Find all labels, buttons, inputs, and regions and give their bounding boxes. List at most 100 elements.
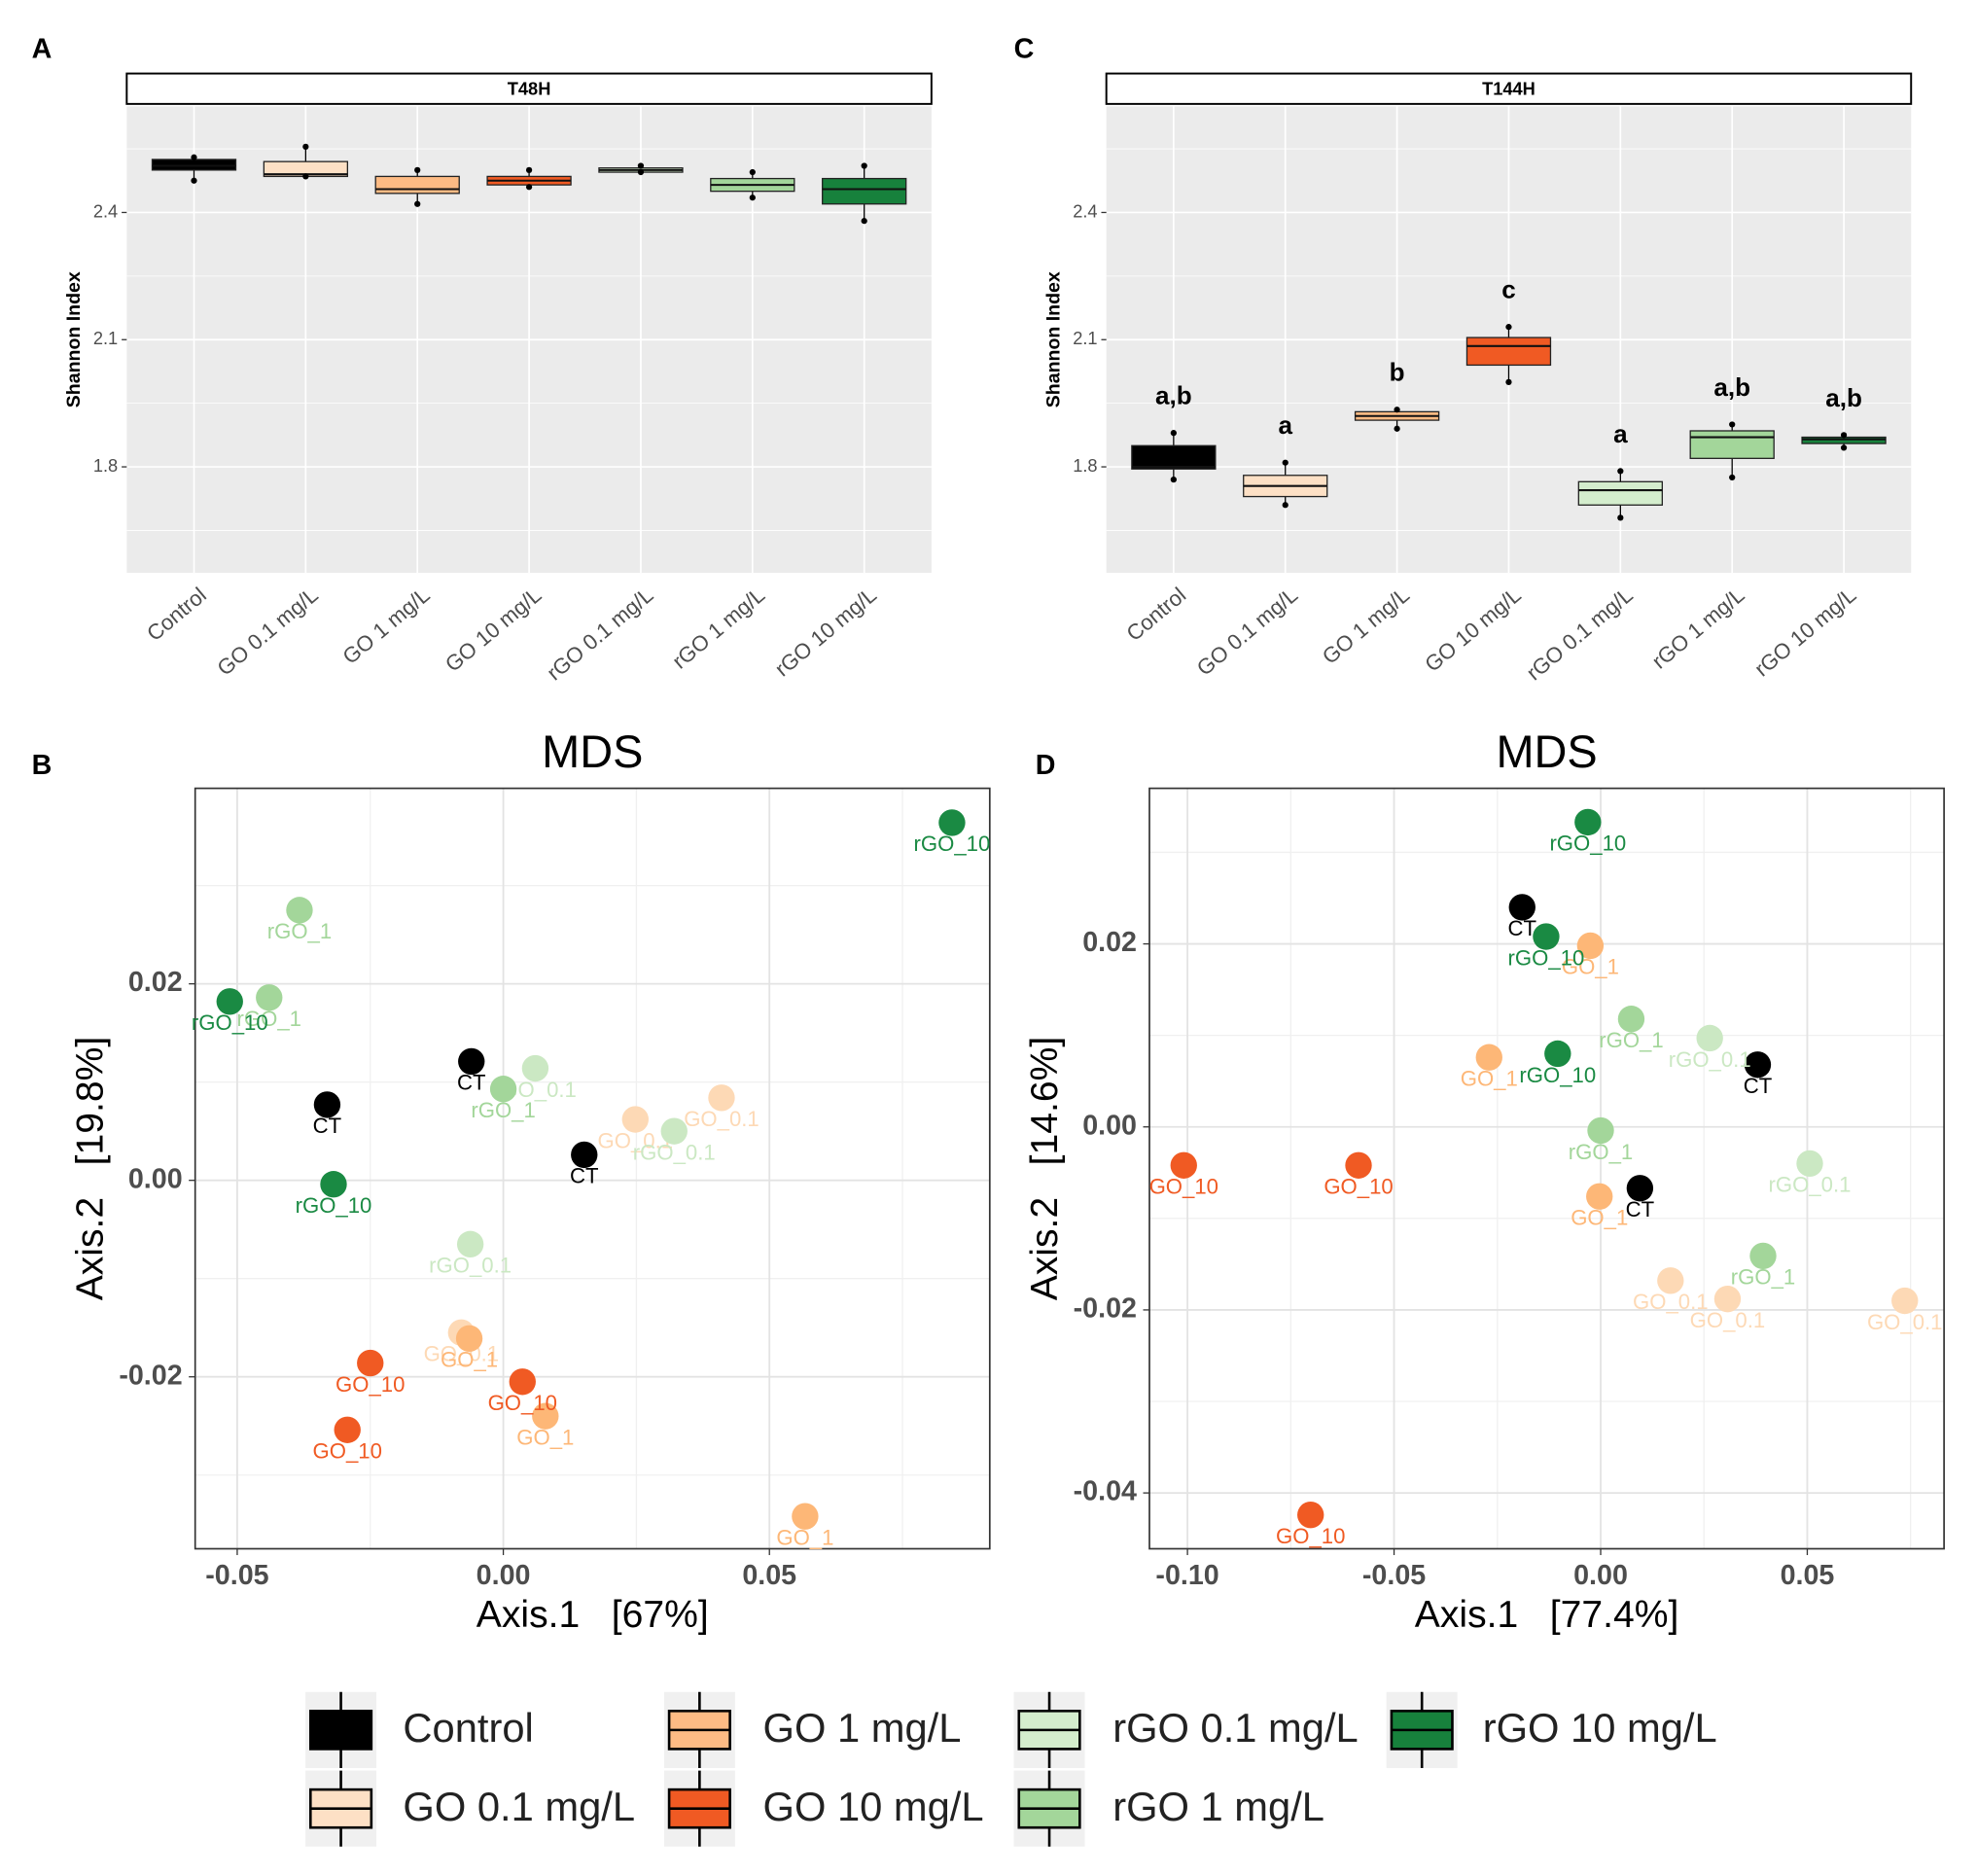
box <box>822 177 907 205</box>
legend-label: rGO 10 mg/L <box>1483 1705 1717 1751</box>
point-label: CT <box>570 1164 599 1188</box>
point <box>1744 1051 1772 1079</box>
point-label: GO_1 <box>1571 1206 1628 1230</box>
strip <box>125 72 933 105</box>
y-tick-label: 0.02 <box>1082 927 1137 958</box>
x-tick-label: GO 10 mg/L <box>441 583 546 677</box>
y-tick-label: 2.4 <box>1073 200 1097 221</box>
panel-letter: A <box>32 34 53 65</box>
point-min <box>1840 444 1848 451</box>
point <box>792 1503 819 1530</box>
point-min <box>1729 474 1736 481</box>
point-label: rGO_10 <box>1549 832 1626 856</box>
point <box>1749 1242 1777 1270</box>
point <box>456 1230 484 1258</box>
point-max <box>637 162 645 169</box>
x-tick-label: Control <box>142 583 211 646</box>
point-max <box>525 166 533 173</box>
panel-letter: D <box>1036 750 1056 781</box>
y-axis-label: Shannon Index <box>63 271 85 407</box>
y-axis-label: Shannon Index <box>1042 271 1064 407</box>
x-tick-label: -0.10 <box>1155 1560 1218 1591</box>
point-max <box>1729 421 1736 428</box>
x-tick-label: rGO 1 mg/L <box>668 583 770 673</box>
point <box>1586 1183 1613 1210</box>
point-max <box>302 143 309 151</box>
point <box>1891 1287 1919 1315</box>
point <box>1657 1267 1684 1294</box>
point-label: rGO_1 <box>1599 1028 1663 1052</box>
panel-letter: B <box>32 750 53 781</box>
y-tick-label: 0.00 <box>1082 1110 1137 1141</box>
point <box>489 1076 517 1103</box>
point-label: GO_0.1 <box>598 1128 674 1152</box>
point <box>621 1106 649 1133</box>
x-tick-label: rGO 1 mg/L <box>1647 583 1749 673</box>
point-max <box>414 166 421 173</box>
y-tick-label: -0.02 <box>1074 1293 1137 1325</box>
point <box>1508 894 1536 921</box>
point-label: GO_10 <box>488 1391 557 1415</box>
x-tick-label: -0.05 <box>1362 1560 1426 1591</box>
legend-label: GO 1 mg/L <box>763 1705 962 1751</box>
legend-label: rGO 1 mg/L <box>1112 1784 1324 1829</box>
point-label: CT <box>313 1114 342 1138</box>
point-label: GO_10 <box>1324 1175 1393 1199</box>
point-min <box>861 218 867 225</box>
point-label: rGO_10 <box>296 1193 372 1218</box>
box <box>1131 444 1217 470</box>
point <box>521 1054 549 1082</box>
point-label: CT <box>457 1071 486 1095</box>
point-max <box>191 154 197 160</box>
point-label: rGO_10 <box>192 1010 268 1035</box>
box <box>374 175 460 195</box>
point <box>216 988 243 1015</box>
point-label: rGO_0.1 <box>633 1140 716 1164</box>
point-label: GO_1 <box>776 1525 833 1549</box>
y-tick-label: 2.1 <box>93 328 118 348</box>
point-label: GO_0.1 <box>684 1107 759 1131</box>
point-min <box>525 184 533 191</box>
point <box>256 984 283 1011</box>
x-tick-label: GO 0.1 mg/L <box>1192 583 1302 681</box>
plot-background <box>194 788 990 1549</box>
plot-frame <box>194 787 991 1550</box>
y-tick-label: 2.4 <box>93 200 118 221</box>
legend-label: Control <box>403 1705 533 1751</box>
y-tick-label: 0.02 <box>128 967 183 998</box>
x-tick-label: Control <box>1122 583 1191 646</box>
point-label: GO_1 <box>516 1425 574 1449</box>
point-label: GO_10 <box>1149 1175 1218 1199</box>
x-tick-label: GO 0.1 mg/L <box>213 583 323 681</box>
x-tick-label: GO 1 mg/L <box>338 583 435 669</box>
point <box>532 1402 559 1430</box>
point <box>660 1117 688 1145</box>
legend-label: GO 10 mg/L <box>763 1784 984 1829</box>
point-min <box>302 173 309 180</box>
point-label: GO_1 <box>1461 1067 1518 1091</box>
plot-frame <box>1148 787 1945 1550</box>
point <box>455 1325 483 1353</box>
point-label: GO_0.1 <box>1690 1308 1766 1332</box>
point-max <box>1617 468 1624 475</box>
box <box>1689 430 1775 459</box>
x-tick-label: rGO 0.1 mg/L <box>1522 583 1638 685</box>
point-min <box>1505 378 1512 385</box>
point <box>1170 1151 1197 1179</box>
significance-label: c <box>1501 275 1516 304</box>
point-label: rGO_0.1 <box>1769 1173 1852 1197</box>
legend-label: rGO 0.1 mg/L <box>1112 1705 1359 1751</box>
point-label: rGO_10 <box>1519 1063 1596 1087</box>
point-label: GO_0.1 <box>1633 1290 1709 1314</box>
y-tick-label: 0.00 <box>128 1163 183 1194</box>
point-max <box>1840 432 1848 439</box>
point-label: rGO_0.1 <box>429 1254 512 1278</box>
y-tick-label: 2.1 <box>1073 328 1097 348</box>
point <box>1297 1502 1324 1529</box>
significance-label: b <box>1390 358 1405 387</box>
plot-background <box>1149 788 1945 1549</box>
point <box>708 1084 735 1112</box>
box <box>1465 336 1552 367</box>
